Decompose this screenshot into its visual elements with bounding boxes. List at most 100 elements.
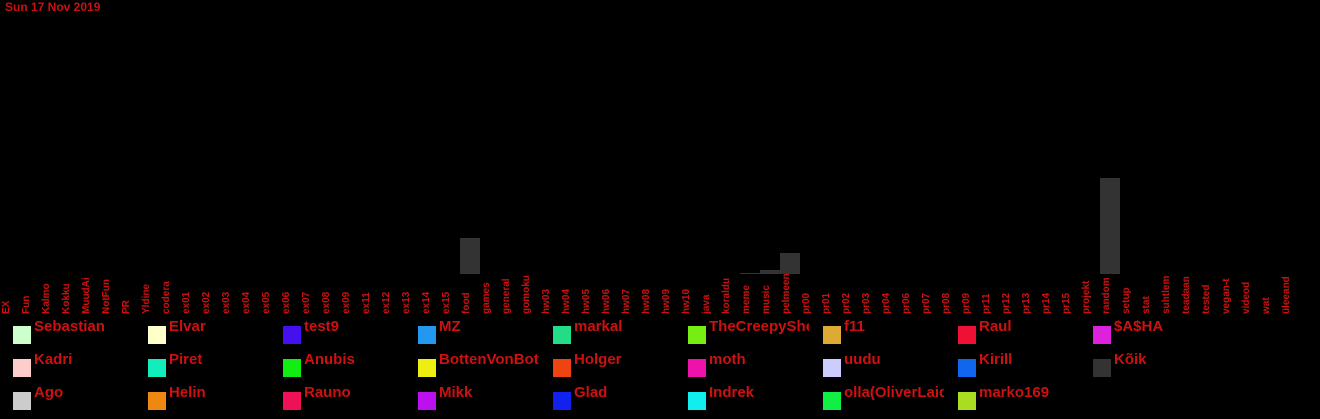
legend-swatch [13, 326, 31, 344]
tick-label-projekt: projekt [1081, 280, 1092, 314]
legend-swatch [148, 359, 166, 377]
tick-label-meme: meme [741, 285, 752, 314]
tick-label-ex08: ex08 [321, 291, 332, 314]
legend-item: markal [540, 316, 675, 349]
tick-label-hw05: hw05 [581, 289, 592, 314]
tick-label-Fun: Fun [21, 296, 32, 314]
legend-label: Ago [34, 384, 64, 401]
legend-swatch [553, 392, 571, 410]
legend-item: Mikk [405, 382, 540, 415]
legend-item: marko169 [945, 382, 1080, 415]
tick-label-ex14: ex14 [421, 291, 432, 314]
tick-label-Kalmo: Kalmo [41, 283, 52, 314]
legend-swatch [553, 326, 571, 344]
legend-label: Anubis [304, 351, 355, 368]
tick-label-pr07: pr07 [921, 292, 932, 314]
legend-swatch [13, 359, 31, 377]
tick-label-general: general [501, 278, 512, 314]
tick-label-videod: videod [1241, 282, 1252, 314]
legend-label: Holger [574, 351, 622, 368]
tick-label-wat: wat [1261, 297, 1272, 315]
legend-label: uudu [844, 351, 881, 368]
legend-label: olla(OliverLaidoja) [844, 384, 944, 401]
tick-label-pr09: pr09 [961, 292, 972, 314]
legend-label: Mikk [439, 384, 473, 401]
tick-label-ex12: ex12 [381, 291, 392, 314]
legend-item: Piret [135, 349, 270, 382]
legend-item: Kirill [945, 349, 1080, 382]
tick-label-setup: setup [1121, 287, 1132, 314]
tick-label-games: games [481, 282, 492, 314]
legend-item: BottenVonBot [405, 349, 540, 382]
tick-label-java: java [701, 294, 712, 315]
tick-label-hw10: hw10 [681, 289, 692, 314]
legend-item: TheCreepySheep [675, 316, 810, 349]
legend-item: olla(OliverLaidoja) [810, 382, 945, 415]
tick-label-pelmeen: pelmeen [781, 273, 792, 314]
legend-label: Glad [574, 384, 608, 401]
bar-food [460, 238, 480, 274]
legend-label: markal [574, 318, 623, 335]
legend-swatch [148, 326, 166, 344]
legend-label: test9 [304, 318, 340, 335]
tick-label-vegan-t: vegan-t [1221, 278, 1232, 314]
tick-label-food: food [461, 292, 472, 314]
legend-item: MZ [405, 316, 540, 349]
bar-random [1100, 178, 1120, 274]
legend-swatch [688, 326, 706, 344]
legend-swatch [688, 359, 706, 377]
legend-item: Kadri [0, 349, 135, 382]
legend-swatch [688, 392, 706, 410]
tick-label-ex01: ex01 [181, 291, 192, 314]
bar-meme [740, 273, 760, 274]
legend-item: Rauno [270, 382, 405, 415]
tick-label-EX: EX [1, 300, 12, 314]
legend-label: TheCreepySheep [709, 318, 809, 335]
tick-label-ex04: ex04 [241, 291, 252, 314]
legend-swatch [418, 392, 436, 410]
tick-label-music: music [761, 285, 772, 314]
tick-label-hw06: hw06 [601, 289, 612, 314]
legend-swatch [13, 392, 31, 410]
legend-item: Holger [540, 349, 675, 382]
legend-label: Raul [979, 318, 1012, 335]
legend-label: $A$HA [1114, 318, 1164, 335]
legend-swatch [958, 359, 976, 377]
tick-label-ex07: ex07 [301, 291, 312, 314]
legend-swatch [148, 392, 166, 410]
legend-item: Elvar [135, 316, 270, 349]
legend-item: Kõik [1080, 349, 1215, 382]
tick-label-suhtlem: suhtlem [1161, 276, 1172, 314]
legend-swatch [553, 359, 571, 377]
legend-swatch [958, 326, 976, 344]
legend-swatch [823, 392, 841, 410]
legend-swatch [958, 392, 976, 410]
tick-label-pr06: pr06 [901, 292, 912, 314]
tick-label-pr12: pr12 [1001, 292, 1012, 314]
bar-music [760, 270, 780, 274]
tick-label-pr03: pr03 [861, 292, 872, 314]
legend: Sebastian Elvar test9 MZ markal TheCreepyShee… [0, 316, 1320, 419]
tick-label-pr01: pr01 [821, 292, 832, 314]
tick-label-pr14: pr14 [1041, 292, 1052, 314]
legend-label: Helin [169, 384, 206, 401]
legend-label: marko169 [979, 384, 1050, 401]
tick-label-ex05: ex05 [261, 291, 272, 314]
legend-item: Glad [540, 382, 675, 415]
tick-label-tested: tested [1201, 285, 1212, 314]
legend-swatch [418, 326, 436, 344]
tick-label-koraldu: koraldu [721, 278, 732, 314]
bar-chart: EX Fun Kalmo Kokku MuudAi NotFun PR Yldine coder… [1, 178, 1292, 315]
tick-label-pr08: pr08 [941, 292, 952, 314]
tick-label-MuudAi: MuudAi [81, 277, 92, 314]
legend-swatch [418, 359, 436, 377]
legend-label: Rauno [304, 384, 351, 401]
tick-label-teadaan: teadaan [1181, 276, 1192, 314]
tick-label-ex02: ex02 [201, 291, 212, 314]
legend-item: Raul [945, 316, 1080, 349]
legend-swatch [1093, 326, 1111, 344]
legend-label: Piret [169, 351, 203, 368]
bar-pelmeen [780, 253, 800, 274]
tick-label-ex06: ex06 [281, 291, 292, 314]
tick-label-pr00: pr00 [801, 292, 812, 314]
